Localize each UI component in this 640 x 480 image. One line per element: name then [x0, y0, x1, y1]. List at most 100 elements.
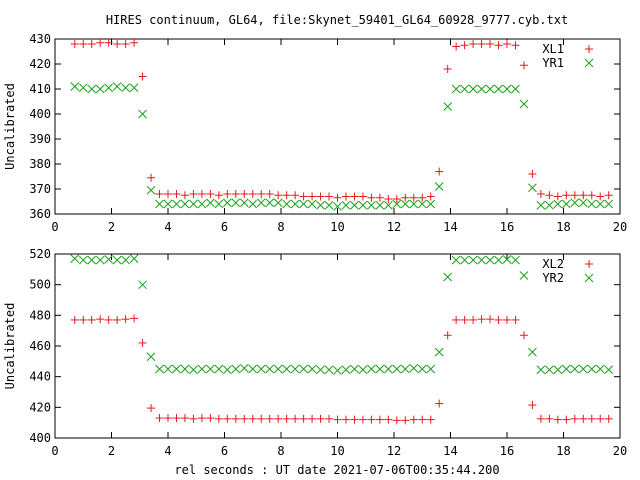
data-point [435, 399, 444, 408]
data-point [256, 364, 266, 374]
data-point [477, 84, 486, 94]
data-point [562, 415, 571, 424]
data-point [435, 167, 444, 176]
data-point [595, 364, 605, 374]
data-point [570, 414, 579, 423]
data-point [579, 191, 588, 200]
x-tick-label: 18 [556, 444, 570, 458]
data-point [265, 364, 275, 374]
data-point [130, 38, 139, 47]
data-point [451, 255, 461, 265]
panel-2: 0 2 4 6 8 10 12 14 16 18 20 400 420 440 460 480 500 520 Un… [3, 247, 627, 458]
x-tick-label: 12 [387, 220, 401, 234]
data-point [536, 190, 545, 198]
data-point [78, 83, 88, 93]
y-tick-label: 410 [29, 82, 51, 96]
data-point [460, 315, 469, 324]
data-point [417, 364, 427, 374]
data-point [596, 192, 605, 201]
data-point [570, 364, 580, 374]
data-point [553, 199, 563, 209]
data-point [308, 192, 317, 201]
data-point [197, 199, 207, 209]
data-point [494, 84, 503, 94]
data-point [528, 170, 537, 178]
data-point [273, 364, 283, 374]
data-point [553, 415, 562, 424]
data-point [443, 331, 452, 340]
data-point [299, 364, 308, 374]
data-point [545, 414, 554, 423]
data-point [333, 366, 342, 375]
data-point [553, 365, 563, 375]
data-point [401, 193, 410, 202]
data-point [299, 192, 308, 201]
data-point [87, 40, 96, 48]
data-point [392, 195, 401, 203]
data-point [587, 191, 596, 200]
data-point [358, 200, 368, 210]
data-point [248, 414, 257, 423]
data-point [299, 414, 308, 423]
data-point [248, 199, 258, 209]
y-tick-label: 390 [29, 132, 51, 146]
y-tick-label: 460 [29, 339, 51, 353]
data-point [426, 192, 435, 201]
data-point [265, 198, 275, 208]
data-point [87, 84, 97, 94]
data-point [451, 84, 461, 94]
x-tick-label: 12 [387, 444, 401, 458]
data-point [307, 199, 317, 209]
x-tick-label: 14 [443, 444, 457, 458]
data-point [579, 414, 588, 423]
data-point [528, 183, 537, 193]
data-point [325, 414, 334, 423]
data-point [494, 255, 503, 265]
data-point [409, 363, 419, 373]
data-point [121, 255, 130, 265]
data-point [350, 200, 359, 210]
data-point [189, 199, 198, 209]
data-point [206, 198, 215, 208]
data-point [477, 315, 486, 324]
data-point [172, 414, 181, 423]
data-point [256, 198, 266, 208]
data-point [392, 364, 402, 374]
legend-marker [584, 58, 594, 68]
data-point [214, 414, 223, 423]
data-point [104, 83, 114, 93]
x-tick-label: 4 [164, 444, 171, 458]
y-axis-label: Uncalibrated [3, 83, 17, 170]
data-point [468, 255, 478, 265]
data-point [223, 190, 232, 198]
data-point [265, 414, 274, 423]
data-point [138, 338, 147, 347]
data-point [375, 200, 385, 210]
y-tick-label: 370 [29, 182, 51, 196]
data-point [400, 364, 410, 374]
data-point [519, 331, 528, 340]
x-tick-label: 14 [443, 220, 457, 234]
data-point [494, 41, 503, 50]
data-point [519, 61, 528, 70]
y-tick-label: 430 [29, 32, 51, 46]
data-point [197, 190, 206, 198]
data-point [240, 190, 249, 198]
data-point [96, 38, 105, 47]
data-point [147, 173, 156, 182]
data-point [197, 414, 206, 423]
data-point [341, 365, 351, 375]
data-point [130, 314, 139, 323]
data-point [222, 365, 232, 375]
data-point [401, 416, 410, 425]
data-point [257, 190, 266, 198]
data-point [155, 414, 164, 423]
data-point [87, 315, 96, 324]
data-point [358, 192, 367, 201]
legend-label: XL1 [542, 42, 564, 56]
data-point [460, 255, 469, 265]
data-point [291, 191, 300, 200]
data-point [231, 414, 240, 423]
data-point [138, 72, 147, 81]
data-point [418, 193, 427, 202]
